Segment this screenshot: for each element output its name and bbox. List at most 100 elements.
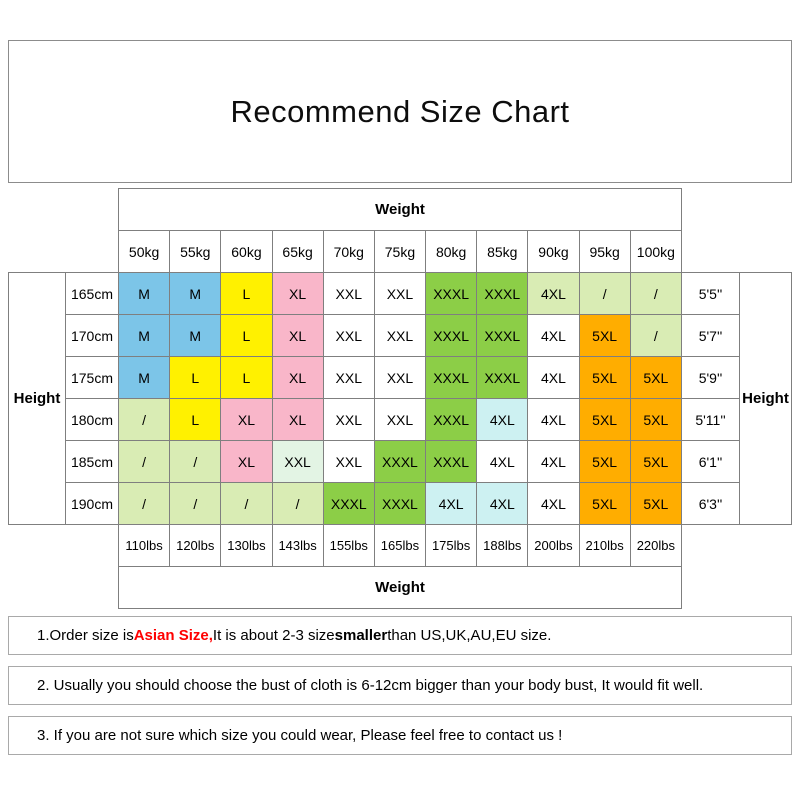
size-cell: 4XL xyxy=(527,482,580,525)
size-cell: 4XL xyxy=(527,272,580,315)
size-cell: XXXL xyxy=(476,272,529,315)
notes-section: 1.Order size is Asian Size, It is about … xyxy=(8,616,792,755)
size-cell: / xyxy=(629,314,683,357)
corner-spacer xyxy=(8,524,119,567)
size-cell: XXL xyxy=(322,314,375,357)
size-cell: L xyxy=(169,356,222,399)
corner-spacer xyxy=(8,188,119,231)
size-cell: M xyxy=(117,314,171,357)
size-cell: XL xyxy=(220,398,273,441)
height-cm-cell: 180cm xyxy=(65,398,119,441)
weight-kg-cell: 60kg xyxy=(220,230,273,273)
size-cell: 4XL xyxy=(527,314,580,357)
height-cm-cell: 175cm xyxy=(65,356,119,399)
weight-kg-cell: 75kg xyxy=(373,230,427,273)
height-ft-cell: 6'1'' xyxy=(681,440,740,483)
height-ft-cell: 5'11'' xyxy=(681,398,740,441)
weight-lbs-cell: 130lbs xyxy=(220,524,273,567)
size-cell: / xyxy=(117,398,171,441)
size-cell: 4XL xyxy=(476,482,529,525)
height-ft-cell: 5'7'' xyxy=(681,314,740,357)
note-segment: 2. Usually you should choose the bust of… xyxy=(37,677,704,694)
size-cell: 5XL xyxy=(578,356,631,399)
height-label-right: Height xyxy=(739,272,792,525)
size-cell: XL xyxy=(271,398,324,441)
size-cell: 4XL xyxy=(476,398,529,441)
size-cell: 5XL xyxy=(629,398,683,441)
size-cell: 5XL xyxy=(578,314,631,357)
size-cell: XXL xyxy=(271,440,324,483)
weight-lbs-cell: 220lbs xyxy=(629,524,683,567)
weight-lbs-cell: 155lbs xyxy=(322,524,375,567)
note-1: 1.Order size is Asian Size, It is about … xyxy=(8,616,792,655)
note-segment: Asian Size, xyxy=(133,627,213,644)
weight-header-top: Weight xyxy=(118,188,682,231)
size-cell: XXL xyxy=(322,272,375,315)
size-cell: XL xyxy=(271,356,324,399)
size-cell: XXL xyxy=(322,356,375,399)
size-cell: 5XL xyxy=(578,398,631,441)
weight-kg-cell: 80kg xyxy=(425,230,478,273)
corner-spacer xyxy=(8,566,119,609)
size-cell: XXL xyxy=(373,314,427,357)
note-2: 2. Usually you should choose the bust of… xyxy=(8,666,792,705)
weight-kg-cell: 100kg xyxy=(629,230,683,273)
size-cell: XXXL xyxy=(425,272,478,315)
size-cell: XL xyxy=(271,314,324,357)
size-cell: 5XL xyxy=(629,482,683,525)
height-ft-cell: 5'5'' xyxy=(681,272,740,315)
height-ft-cell: 6'3'' xyxy=(681,482,740,525)
height-label-left: Height xyxy=(8,272,66,525)
note-segment: smaller xyxy=(334,627,388,644)
title-box: Recommend Size Chart xyxy=(8,40,792,183)
size-cell: L xyxy=(169,398,222,441)
weight-kg-cell: 85kg xyxy=(476,230,529,273)
weight-lbs-cell: 165lbs xyxy=(373,524,427,567)
note-segment: than US,UK,AU,EU size. xyxy=(387,627,552,644)
weight-lbs-cell: 120lbs xyxy=(169,524,222,567)
size-cell: M xyxy=(169,314,222,357)
height-ft-cell: 5'9'' xyxy=(681,356,740,399)
size-cell: XXXL xyxy=(425,314,478,357)
size-cell: / xyxy=(117,440,171,483)
size-cell: 5XL xyxy=(629,440,683,483)
size-cell: / xyxy=(220,482,273,525)
size-chart-body: Weight 50kg 55kg 60kg 65kg 70kg 75kg 80kg 85kg 90… xyxy=(8,188,792,609)
height-cm-cell: 170cm xyxy=(65,314,119,357)
weight-kg-cell: 90kg xyxy=(527,230,580,273)
weight-lbs-cell: 110lbs xyxy=(117,524,171,567)
height-cm-cell: 185cm xyxy=(65,440,119,483)
note-segment: 1.Order size is xyxy=(37,627,134,644)
weight-kg-cell: 65kg xyxy=(271,230,324,273)
weight-lbs-cell: 200lbs xyxy=(527,524,580,567)
size-cell: XXXL xyxy=(425,398,478,441)
corner-spacer xyxy=(8,230,119,273)
size-cell: / xyxy=(117,482,171,525)
size-cell: XXL xyxy=(373,272,427,315)
page-title: Recommend Size Chart xyxy=(230,93,570,129)
weight-lbs-cell: 175lbs xyxy=(425,524,478,567)
weight-lbs-cell: 210lbs xyxy=(578,524,631,567)
size-cell: XXXL xyxy=(322,482,375,525)
height-cm-cell: 190cm xyxy=(65,482,119,525)
note-3: 3. If you are not sure which size you co… xyxy=(8,716,792,755)
size-cell: / xyxy=(629,272,683,315)
size-cell: M xyxy=(117,356,171,399)
size-cell: M xyxy=(169,272,222,315)
size-cell: XXL xyxy=(322,440,375,483)
size-cell: 4XL xyxy=(425,482,478,525)
size-cell: XXXL xyxy=(476,314,529,357)
size-chart-table: Weight 50kg 55kg 60kg 65kg 70kg 75kg 80kg 85kg 90… xyxy=(8,188,792,609)
size-cell: L xyxy=(220,356,273,399)
size-cell: L xyxy=(220,314,273,357)
corner-spacer xyxy=(681,524,792,567)
size-cell: XXXL xyxy=(373,440,427,483)
height-cm-cell: 165cm xyxy=(65,272,119,315)
size-cell: 4XL xyxy=(476,440,529,483)
size-cell: XXXL xyxy=(425,440,478,483)
weight-kg-cell: 95kg xyxy=(578,230,631,273)
size-cell: XXXL xyxy=(373,482,427,525)
size-cell: XXXL xyxy=(425,356,478,399)
size-cell: 5XL xyxy=(578,440,631,483)
